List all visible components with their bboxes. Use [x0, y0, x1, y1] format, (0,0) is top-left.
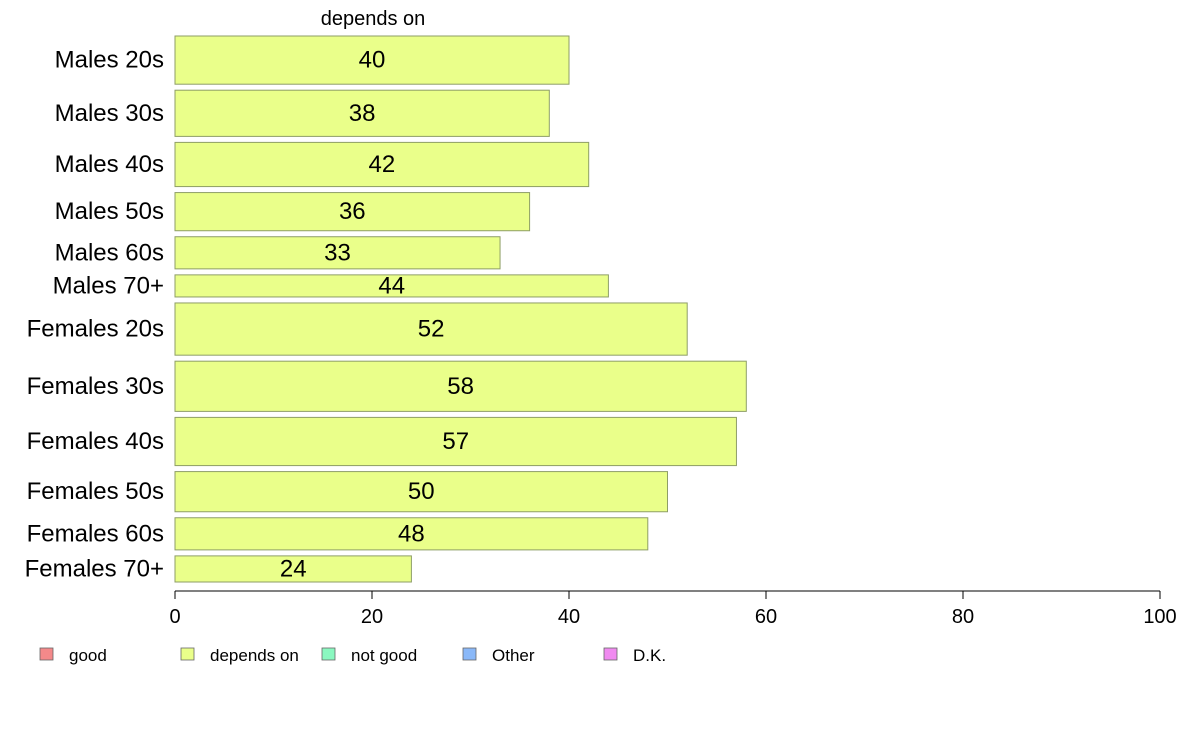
value-label-males-50s: 36	[339, 198, 366, 225]
bar-males-30s	[174, 89, 550, 137]
bar-males-40s	[174, 141, 590, 188]
value-label-females-50s: 50	[408, 478, 435, 505]
legend-swatch-depends-on	[180, 647, 195, 661]
value-label-females-20s: 52	[418, 316, 445, 343]
value-label-females-60s: 48	[398, 520, 425, 547]
legend-label-good: good	[69, 646, 107, 665]
legend-swatch-not-good	[321, 647, 336, 661]
bar-females-70plus	[174, 555, 412, 583]
bars-group: Males 20s 40 Males 30s 38 Males 40s 42 Males 5…	[25, 35, 747, 583]
value-label-females-40s: 57	[442, 428, 469, 455]
bar-males-70plus	[174, 274, 609, 298]
bar-females-60s	[174, 517, 649, 551]
category-label-males-20s: Males 20s	[55, 47, 164, 74]
x-tick-label-40: 40	[558, 606, 580, 628]
legend-label-other: Other	[492, 646, 535, 665]
x-tick-label-0: 0	[169, 606, 180, 628]
category-label-males-40s: Males 40s	[55, 151, 164, 178]
x-tick-label-60: 60	[755, 606, 777, 628]
value-label-males-20s: 40	[359, 47, 386, 74]
legend-swatch-d-k	[603, 647, 618, 661]
bar-females-30s	[174, 360, 747, 412]
category-label-females-50s: Females 50s	[27, 478, 164, 505]
bar-males-20s	[174, 35, 570, 85]
value-label-males-40s: 42	[368, 151, 395, 178]
bar-males-50s	[174, 192, 531, 232]
category-label-females-20s: Females 20s	[27, 316, 164, 343]
category-label-males-70plus: Males 70+	[53, 272, 164, 299]
bar-females-40s	[174, 416, 737, 467]
bar-females-50s	[174, 471, 668, 513]
x-tick-label-100: 100	[1143, 606, 1176, 628]
legend-label-not-good: not good	[351, 646, 417, 665]
value-label-females-30s: 58	[447, 373, 474, 400]
value-label-females-70plus: 24	[280, 555, 307, 582]
x-tick-label-80: 80	[952, 606, 974, 628]
bar-males-60s	[174, 236, 501, 270]
chart-title: depends on	[321, 8, 426, 30]
legend-swatch-other	[462, 647, 477, 661]
category-label-males-30s: Males 30s	[55, 100, 164, 127]
value-label-males-60s: 33	[324, 239, 351, 266]
legend: good depends on not good Other D.K.	[39, 646, 666, 665]
category-label-females-60s: Females 60s	[27, 520, 164, 547]
x-axis: 0 20 40 60 80 100	[169, 590, 1177, 628]
category-label-females-30s: Females 30s	[27, 373, 164, 400]
legend-label-d-k: D.K.	[633, 646, 666, 665]
value-label-males-30s: 38	[349, 100, 376, 127]
value-label-males-70plus: 44	[378, 272, 405, 299]
category-label-males-60s: Males 60s	[55, 239, 164, 266]
legend-label-depends-on: depends on	[210, 646, 299, 665]
bar-females-20s	[174, 302, 688, 356]
legend-swatch-good	[39, 647, 54, 661]
category-label-males-50s: Males 50s	[55, 198, 164, 225]
category-label-females-40s: Females 40s	[27, 428, 164, 455]
x-tick-label-20: 20	[361, 606, 383, 628]
category-label-females-70plus: Females 70+	[25, 555, 164, 582]
